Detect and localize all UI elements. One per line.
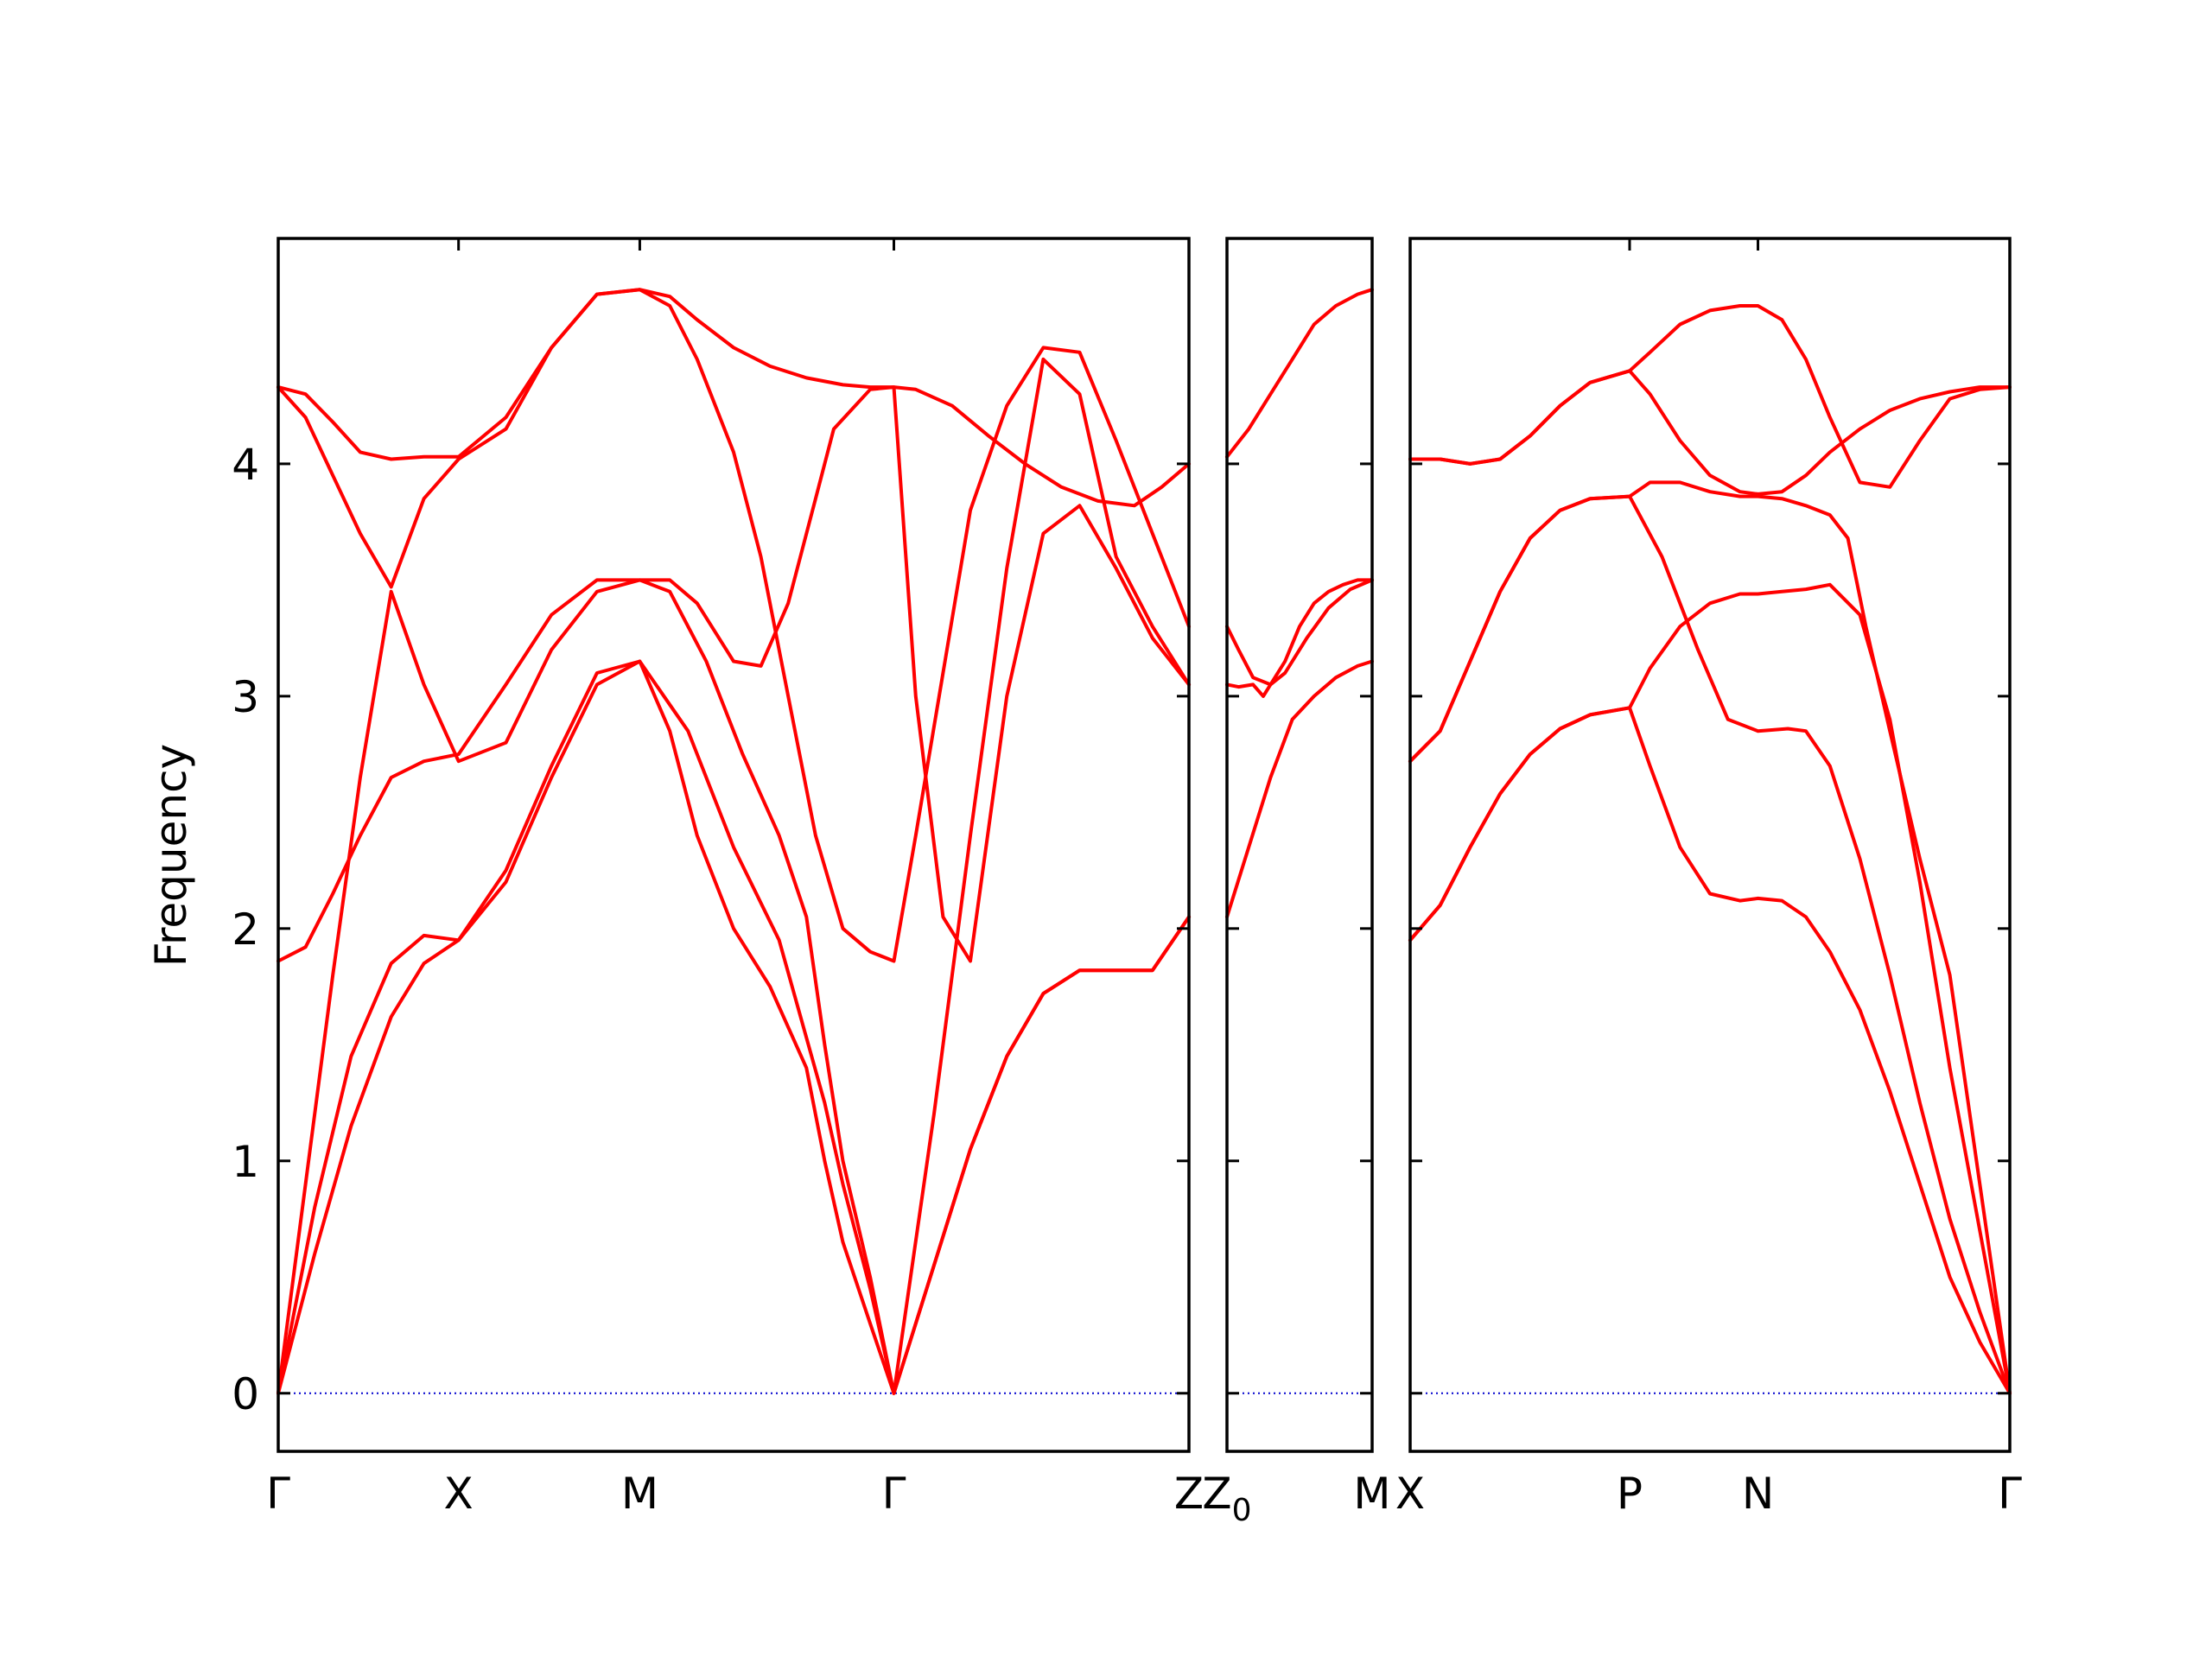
band-line-3 (1225, 578, 1374, 687)
x-tick-label: X (444, 1469, 474, 1519)
x-tick-label: Γ (882, 1469, 906, 1519)
band-line-6 (1408, 304, 2012, 489)
band-line-5 (1408, 369, 2012, 496)
panel-frame (1408, 237, 2012, 1453)
band-line-1 (1225, 659, 1374, 919)
x-tick-label-main: Z (1174, 1469, 1204, 1519)
x-tick-label: N (1742, 1469, 1774, 1519)
band-line-5 (276, 288, 1191, 963)
band-line-1 (1408, 706, 2012, 1395)
panel-frame (276, 237, 1191, 1453)
y-tick-label: 2 (232, 904, 259, 955)
x-tick-label-subscript: 0 (1232, 1493, 1252, 1528)
y-tick-label: 4 (232, 440, 259, 490)
x-tick-label-main: Γ (882, 1469, 906, 1519)
band-line-3 (276, 357, 1191, 1395)
x-tick-label: P (1617, 1469, 1643, 1519)
x-tick-label-main: X (444, 1469, 474, 1519)
x-tick-label: Z0 (1202, 1469, 1251, 1528)
band-line-4 (1408, 480, 2012, 1395)
x-tick-label: M (1353, 1469, 1390, 1519)
x-tick-label-main: Z (1202, 1469, 1231, 1519)
band-line-4 (276, 385, 1191, 963)
x-tick-label: Γ (266, 1469, 290, 1519)
x-tick-label-main: X (1395, 1469, 1425, 1519)
x-tick-label: Z (1174, 1469, 1204, 1519)
x-tick-label: Γ (1998, 1469, 2022, 1519)
y-tick-label: 3 (232, 672, 259, 722)
y-axis-label: Frequency (146, 744, 196, 967)
x-tick-label-main: Γ (1998, 1469, 2022, 1519)
x-tick-label-main: M (1353, 1469, 1390, 1519)
panel-2: Z0 M (1202, 237, 1391, 1528)
panel-frame (1225, 237, 1374, 1453)
y-tick-label: 1 (232, 1137, 259, 1187)
x-tick-label-main: N (1742, 1469, 1774, 1519)
y-tick-label: 0 (232, 1369, 259, 1419)
x-tick-label: M (621, 1469, 658, 1519)
x-tick-label-main: M (621, 1469, 658, 1519)
band-line-2 (1408, 494, 2012, 1395)
band-line-2 (1225, 578, 1374, 698)
band-line-2 (276, 659, 1191, 1395)
x-tick-label-main: P (1617, 1469, 1643, 1519)
band-line-4 (1225, 288, 1374, 459)
x-tick-label-main: Γ (266, 1469, 290, 1519)
band-line-1 (276, 659, 1191, 1395)
x-tick-label: X (1395, 1469, 1425, 1519)
band-line-3 (1408, 582, 2012, 1395)
panel-1: 0 1 2 3 4 Γ X M Γ Z (232, 237, 1204, 1519)
band-line-6 (276, 288, 1191, 508)
